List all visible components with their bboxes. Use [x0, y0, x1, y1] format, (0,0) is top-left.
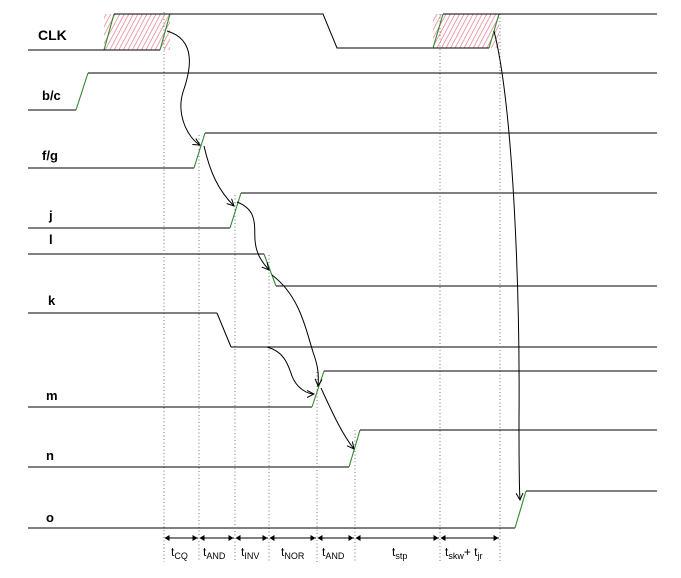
- causality-arrow: [320, 387, 354, 449]
- interval-label-tinv: tINV: [241, 545, 259, 561]
- interval-label-tand2: tAND: [322, 545, 345, 561]
- causality-arrow: [236, 201, 269, 270]
- clock-high: [170, 13, 433, 49]
- waveform-n: [28, 429, 657, 468]
- interval-label-tnor: tNOR: [281, 545, 305, 561]
- clock-skew-hatch: [104, 14, 170, 50]
- causality-arrow: [266, 346, 314, 394]
- wave-edge: [348, 429, 361, 468]
- signal-label-n: n: [46, 448, 54, 463]
- causality-arrow: [271, 274, 318, 386]
- signal-label-bc: b/c: [42, 88, 61, 103]
- wave-edge: [229, 192, 242, 229]
- waveform-k: [28, 312, 657, 348]
- wave-edge: [263, 253, 277, 287]
- signal-labels: CLK b/c f/g j l k m n o: [38, 27, 67, 525]
- causality-arrow: [166, 30, 200, 145]
- clock-edge: [159, 13, 171, 51]
- signal-label-j: j: [48, 208, 53, 223]
- signal-label-l: l: [49, 232, 53, 247]
- causality-arrows: [166, 30, 520, 500]
- clock-edge: [103, 13, 115, 51]
- wave-edge: [514, 490, 527, 529]
- signal-label-clk: CLK: [38, 27, 67, 43]
- interval-label-tstp: tstp: [392, 545, 407, 561]
- signal-label-fg: f/g: [42, 148, 58, 163]
- wave-edge: [311, 370, 325, 408]
- clock-skew-hatch: [433, 14, 499, 48]
- waveform-l: [28, 253, 657, 287]
- causality-arrow: [203, 145, 234, 206]
- interval-label-tand: tAND: [203, 545, 226, 561]
- clock-edge: [432, 13, 444, 49]
- waveform-clk: [28, 13, 657, 51]
- signal-label-m: m: [46, 388, 58, 403]
- interval-labels: tCQ tAND tINV tNOR tAND tstp tskw+ tjr: [171, 545, 483, 561]
- interval-label-tskw-tjr: tskw+ tjr: [445, 545, 483, 561]
- wave-edge: [193, 132, 206, 169]
- wave-edge: [75, 72, 89, 111]
- signal-label-o: o: [46, 510, 54, 525]
- causality-arrow: [493, 30, 520, 500]
- waveform-bc: [28, 72, 657, 111]
- wave-edge: [216, 312, 232, 348]
- signal-label-k: k: [48, 293, 56, 308]
- waveform-o: [28, 490, 657, 529]
- waveform-j: [28, 192, 657, 229]
- waveform-fg: [28, 132, 657, 169]
- guide-lines: [163, 12, 501, 562]
- waveform-m: [28, 370, 657, 408]
- interval-label-tcq: tCQ: [171, 545, 188, 561]
